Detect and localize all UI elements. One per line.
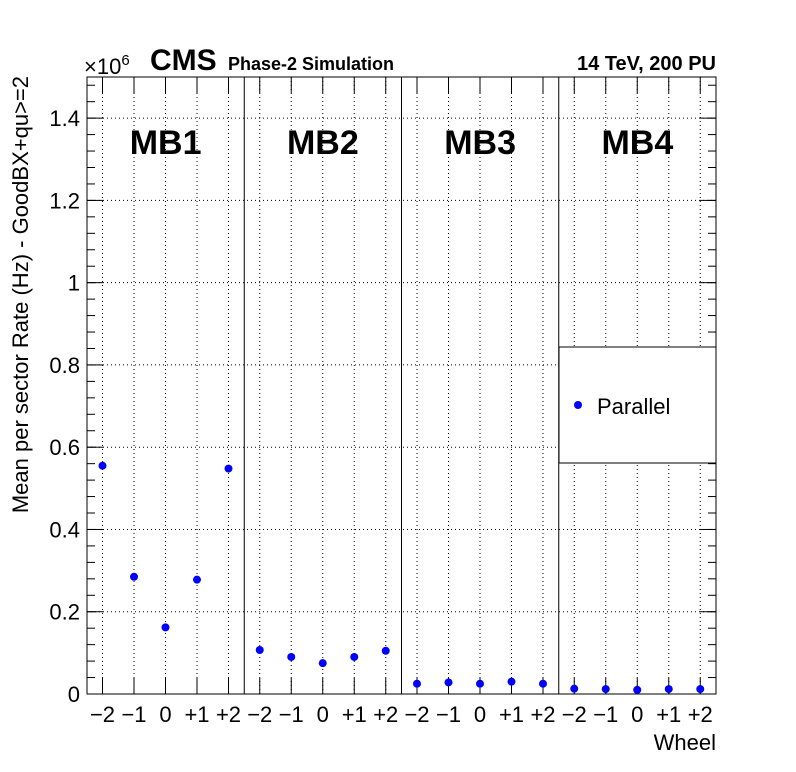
x-tick-label: 0 — [317, 702, 329, 727]
axes: 00.20.40.60.811.21.4−2 −1 0 +1 +2 −2 −1 0 +1 +2 −2… — [49, 76, 717, 727]
station-label-mb1: MB1 — [130, 124, 202, 162]
x-tick-label: +1 — [656, 702, 681, 727]
station-label-mb2: MB2 — [287, 124, 359, 162]
x-tick-label: −2 — [404, 702, 429, 727]
x-tick-label: +2 — [373, 702, 398, 727]
legend-marker — [574, 401, 582, 409]
data-point-mb4 — [633, 685, 642, 694]
cms-label: CMS — [150, 44, 217, 77]
y-tick-label: 0.4 — [49, 517, 80, 542]
x-tick-label: −2 — [90, 702, 115, 727]
station-label-mb4: MB4 — [601, 124, 673, 162]
data-point-mb2 — [287, 652, 296, 661]
data-point-mb1 — [224, 464, 233, 473]
data-point-mb2 — [318, 659, 327, 668]
x-tick-label: −1 — [121, 702, 146, 727]
legend: Parallel — [558, 346, 717, 464]
x-tick-label: +1 — [184, 702, 209, 727]
station-labels: MB1 MB2 MB3 MB4 — [130, 124, 674, 162]
data-point-mb3 — [413, 679, 421, 688]
data-point-mb3 — [444, 678, 453, 687]
y-tick-label: 0.6 — [49, 435, 80, 460]
x-axis-title: Wheel — [654, 730, 716, 755]
x-tick-label: +1 — [342, 702, 367, 727]
y-tick-label: 0.2 — [49, 600, 80, 625]
x-tick-label: −1 — [279, 702, 304, 727]
station-label-mb3: MB3 — [444, 124, 516, 162]
x-tick-label: +1 — [499, 702, 524, 727]
data-point-mb3 — [476, 679, 484, 688]
x-tick-label: −2 — [562, 702, 587, 727]
data-point-mb1 — [130, 572, 138, 581]
data-point-mb4 — [664, 685, 673, 694]
data-point-mb3 — [507, 677, 516, 686]
legend-entry-parallel: Parallel — [597, 394, 670, 419]
y-axis-title: Mean per sector Rate (Hz) - GoodBX+qu>=2 — [8, 76, 33, 513]
data-point-mb2 — [381, 646, 390, 655]
y-tick-label: 1 — [68, 271, 80, 296]
y-tick-label: 0 — [68, 682, 80, 707]
x-tick-label: −2 — [247, 702, 272, 727]
data-point-mb4 — [601, 685, 610, 694]
x-tick-label: +2 — [530, 702, 555, 727]
energy-pileup-label: 14 TeV, 200 PU — [577, 53, 716, 75]
data-point-mb1 — [161, 623, 170, 632]
data-points — [98, 461, 705, 694]
data-point-mb2 — [255, 645, 264, 654]
data-point-mb1 — [98, 461, 107, 470]
x-tick-label: 0 — [631, 702, 643, 727]
x-tick-label: +2 — [216, 702, 241, 727]
data-point-mb1 — [193, 575, 201, 584]
y-tick-label: 1.2 — [49, 188, 80, 213]
exponent-label: ×106 — [84, 52, 130, 79]
x-tick-label: −1 — [436, 702, 461, 727]
data-point-mb4 — [696, 685, 705, 694]
legend-box — [558, 346, 717, 464]
y-tick-label: 1.4 — [49, 106, 80, 131]
x-tick-label: −1 — [593, 702, 618, 727]
data-point-mb2 — [350, 652, 359, 661]
x-tick-label: +2 — [688, 702, 713, 727]
data-point-mb3 — [539, 679, 547, 688]
x-tick-label: 0 — [159, 702, 171, 727]
y-tick-label: 0.8 — [49, 353, 80, 378]
data-point-mb4 — [570, 684, 579, 693]
x-tick-label: 0 — [474, 702, 486, 727]
simulation-label: Phase-2 Simulation — [228, 54, 394, 74]
